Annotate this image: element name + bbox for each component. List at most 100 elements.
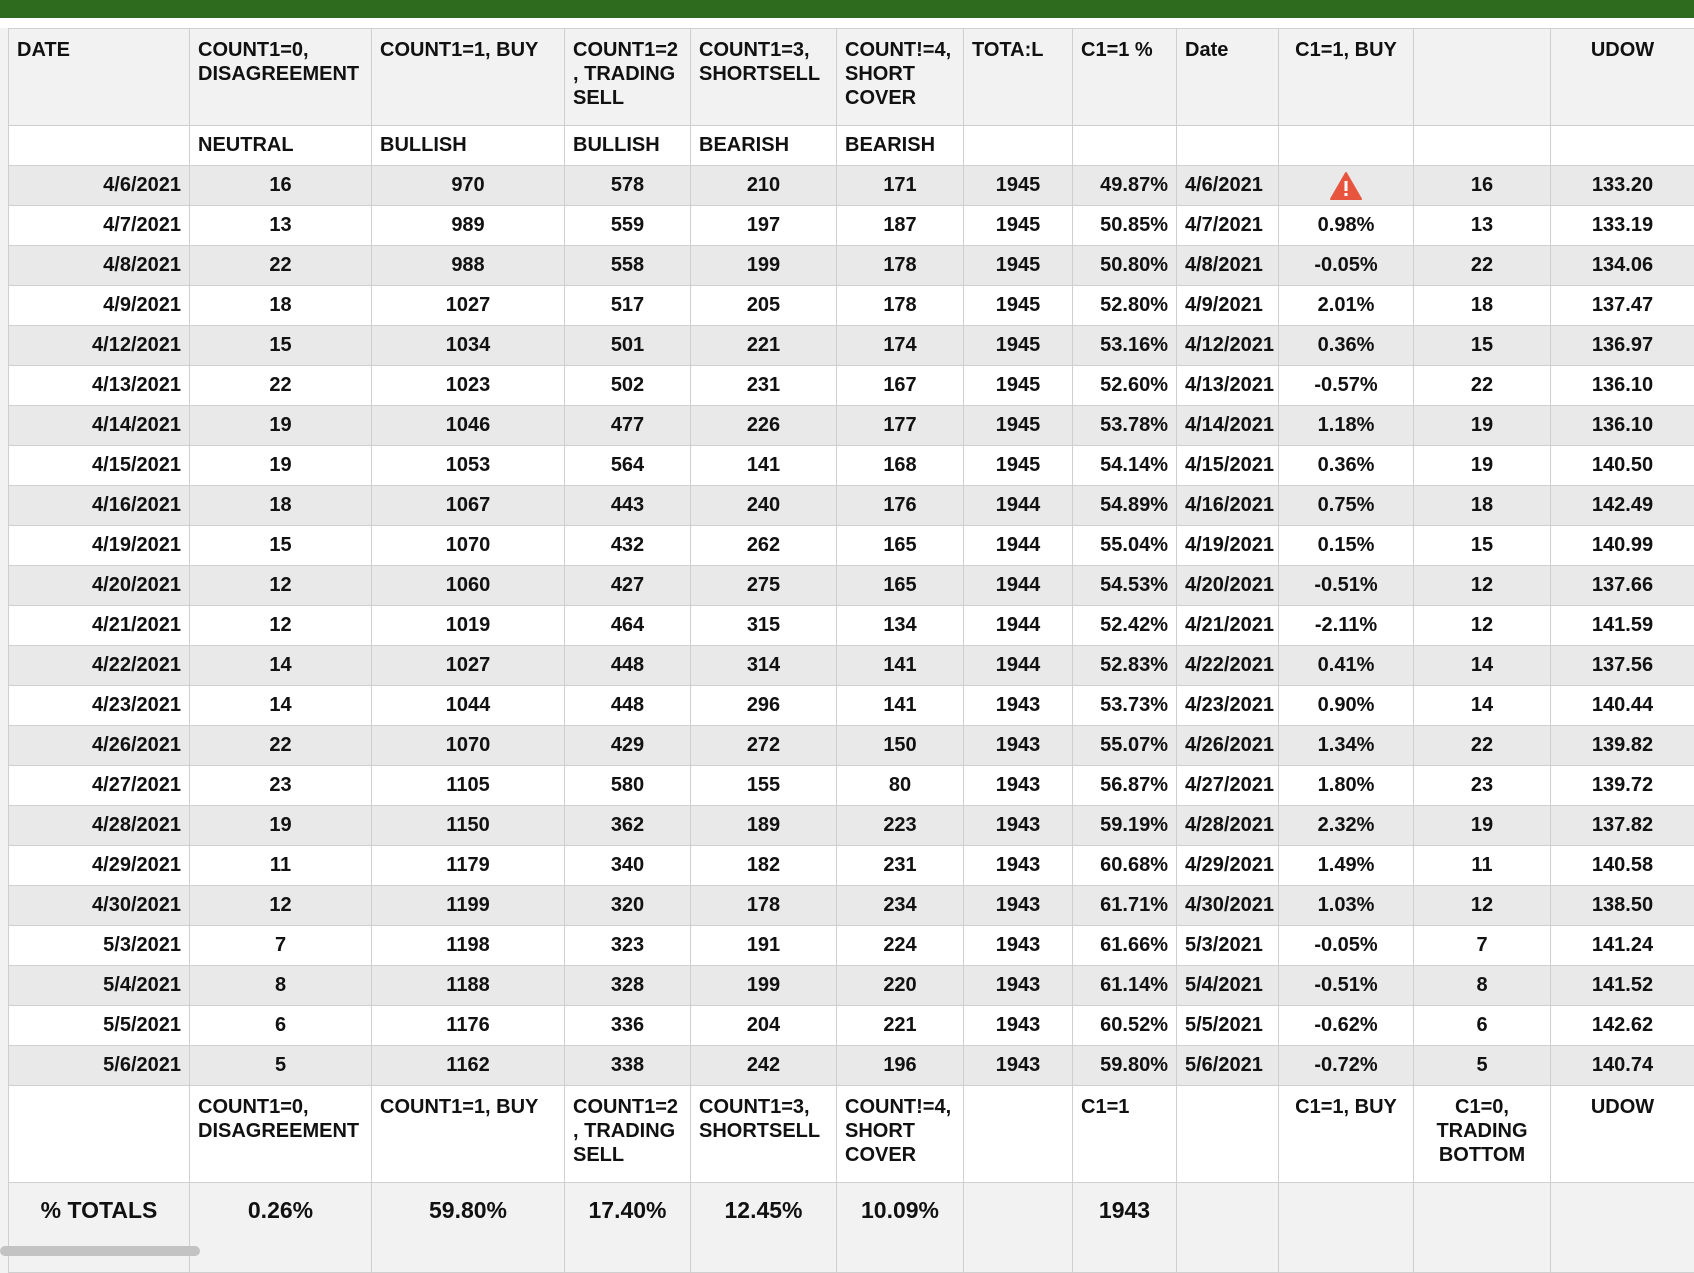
cell-date[interactable]: 4/14/2021 xyxy=(9,406,190,446)
cell-bottom[interactable]: 6 xyxy=(1414,1006,1551,1046)
cell-pct[interactable]: 52.42% xyxy=(1073,606,1177,646)
footer-header[interactable] xyxy=(964,1086,1073,1183)
cell-c4[interactable]: 174 xyxy=(837,326,964,366)
cell-chg[interactable]: -0.05% xyxy=(1279,926,1414,966)
cell-udow[interactable]: 137.56 xyxy=(1551,646,1694,686)
cell-date2[interactable]: 4/14/2021 xyxy=(1177,406,1279,446)
cell-date[interactable]: 4/19/2021 xyxy=(9,526,190,566)
cell-pct[interactable]: 49.87% xyxy=(1073,166,1177,206)
cell-c3[interactable]: 182 xyxy=(691,846,837,886)
cell-udow[interactable]: 133.20 xyxy=(1551,166,1694,206)
cell-bottom[interactable]: 13 xyxy=(1414,206,1551,246)
cell-c0[interactable]: 22 xyxy=(190,246,372,286)
cell-c1[interactable]: 1105 xyxy=(372,766,565,806)
totals-cell[interactable]: 0.26% xyxy=(190,1183,372,1273)
totals-cell[interactable] xyxy=(1279,1183,1414,1273)
footer-header[interactable] xyxy=(1177,1086,1279,1183)
cell-c4[interactable]: 234 xyxy=(837,886,964,926)
cell-c1[interactable]: 1046 xyxy=(372,406,565,446)
column-header[interactable]: DATE xyxy=(9,29,190,126)
cell-c2[interactable]: 340 xyxy=(565,846,691,886)
cell-chg[interactable]: 0.36% xyxy=(1279,326,1414,366)
cell-udow[interactable]: 140.74 xyxy=(1551,1046,1694,1086)
cell-udow[interactable]: 140.58 xyxy=(1551,846,1694,886)
cell-total[interactable]: 1943 xyxy=(964,886,1073,926)
cell-c1[interactable]: 988 xyxy=(372,246,565,286)
cell-c4[interactable]: 134 xyxy=(837,606,964,646)
sentiment-label[interactable] xyxy=(1177,126,1279,166)
sentiment-label[interactable]: BULLISH xyxy=(372,126,565,166)
footer-header[interactable]: COUNT1=2 , TRADING SELL xyxy=(565,1086,691,1183)
footer-header[interactable]: COUNT1=1, BUY xyxy=(372,1086,565,1183)
cell-total[interactable]: 1945 xyxy=(964,246,1073,286)
cell-total[interactable]: 1943 xyxy=(964,966,1073,1006)
cell-c2[interactable]: 464 xyxy=(565,606,691,646)
cell-date[interactable]: 4/6/2021 xyxy=(9,166,190,206)
cell-total[interactable]: 1944 xyxy=(964,606,1073,646)
cell-c4[interactable]: 220 xyxy=(837,966,964,1006)
cell-pct[interactable]: 52.60% xyxy=(1073,366,1177,406)
cell-c1[interactable]: 1188 xyxy=(372,966,565,1006)
cell-date2[interactable]: 4/13/2021 xyxy=(1177,366,1279,406)
cell-udow[interactable]: 134.06 xyxy=(1551,246,1694,286)
cell-date2[interactable]: 4/21/2021 xyxy=(1177,606,1279,646)
cell-bottom[interactable]: 5 xyxy=(1414,1046,1551,1086)
cell-c1[interactable]: 970 xyxy=(372,166,565,206)
cell-c3[interactable]: 272 xyxy=(691,726,837,766)
cell-date2[interactable]: 4/12/2021 xyxy=(1177,326,1279,366)
sentiment-label[interactable]: BEARISH xyxy=(837,126,964,166)
cell-date2[interactable]: 4/26/2021 xyxy=(1177,726,1279,766)
cell-chg[interactable] xyxy=(1279,166,1414,206)
cell-chg[interactable]: 0.36% xyxy=(1279,446,1414,486)
cell-bottom[interactable]: 14 xyxy=(1414,686,1551,726)
column-header[interactable]: C1=1, BUY xyxy=(1279,29,1414,126)
column-header[interactable]: COUNT1=1, BUY xyxy=(372,29,565,126)
cell-c4[interactable]: 150 xyxy=(837,726,964,766)
cell-date[interactable]: 4/30/2021 xyxy=(9,886,190,926)
cell-pct[interactable]: 60.52% xyxy=(1073,1006,1177,1046)
cell-pct[interactable]: 55.04% xyxy=(1073,526,1177,566)
cell-total[interactable]: 1945 xyxy=(964,366,1073,406)
cell-total[interactable]: 1944 xyxy=(964,526,1073,566)
cell-c2[interactable]: 427 xyxy=(565,566,691,606)
cell-pct[interactable]: 52.83% xyxy=(1073,646,1177,686)
cell-bottom[interactable]: 12 xyxy=(1414,886,1551,926)
horizontal-scrollbar[interactable] xyxy=(0,1246,200,1256)
cell-c4[interactable]: 141 xyxy=(837,686,964,726)
cell-c4[interactable]: 177 xyxy=(837,406,964,446)
cell-date[interactable]: 4/22/2021 xyxy=(9,646,190,686)
cell-c2[interactable]: 448 xyxy=(565,686,691,726)
cell-c3[interactable]: 199 xyxy=(691,246,837,286)
cell-c0[interactable]: 8 xyxy=(190,966,372,1006)
cell-total[interactable]: 1943 xyxy=(964,846,1073,886)
cell-c4[interactable]: 165 xyxy=(837,566,964,606)
cell-total[interactable]: 1945 xyxy=(964,166,1073,206)
cell-c4[interactable]: 80 xyxy=(837,766,964,806)
cell-pct[interactable]: 59.19% xyxy=(1073,806,1177,846)
cell-date[interactable]: 4/20/2021 xyxy=(9,566,190,606)
cell-c2[interactable]: 323 xyxy=(565,926,691,966)
cell-date2[interactable]: 4/28/2021 xyxy=(1177,806,1279,846)
cell-chg[interactable]: -0.62% xyxy=(1279,1006,1414,1046)
cell-chg[interactable]: 2.01% xyxy=(1279,286,1414,326)
totals-cell[interactable]: 1943 xyxy=(1073,1183,1177,1273)
cell-bottom[interactable]: 22 xyxy=(1414,366,1551,406)
cell-bottom[interactable]: 22 xyxy=(1414,246,1551,286)
column-header[interactable]: COUNT1=2 , TRADING SELL xyxy=(565,29,691,126)
cell-c0[interactable]: 23 xyxy=(190,766,372,806)
totals-cell[interactable]: 12.45% xyxy=(691,1183,837,1273)
footer-header[interactable] xyxy=(9,1086,190,1183)
cell-bottom[interactable]: 18 xyxy=(1414,486,1551,526)
cell-chg[interactable]: 0.15% xyxy=(1279,526,1414,566)
cell-c0[interactable]: 14 xyxy=(190,686,372,726)
cell-chg[interactable]: 1.34% xyxy=(1279,726,1414,766)
cell-c1[interactable]: 1199 xyxy=(372,886,565,926)
cell-total[interactable]: 1944 xyxy=(964,566,1073,606)
column-header[interactable]: UDOW xyxy=(1551,29,1694,126)
cell-c0[interactable]: 19 xyxy=(190,806,372,846)
cell-c4[interactable]: 221 xyxy=(837,1006,964,1046)
footer-header[interactable]: UDOW xyxy=(1551,1086,1694,1183)
sentiment-label[interactable] xyxy=(1414,126,1551,166)
cell-udow[interactable]: 136.10 xyxy=(1551,406,1694,446)
cell-date[interactable]: 4/21/2021 xyxy=(9,606,190,646)
